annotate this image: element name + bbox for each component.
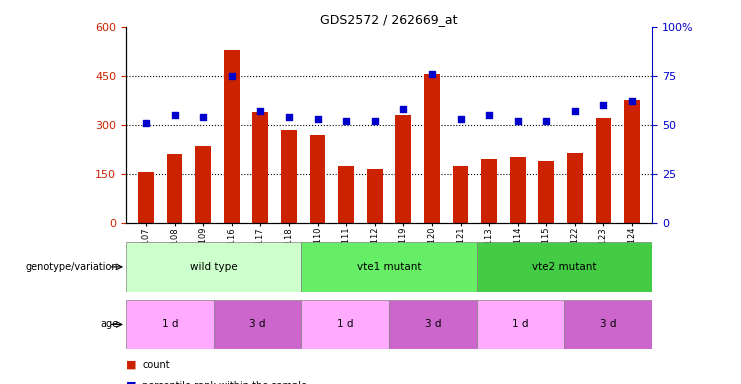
Bar: [596, 118, 611, 223]
Bar: [126, 300, 213, 349]
Text: vte2 mutant: vte2 mutant: [532, 262, 597, 272]
Bar: [476, 242, 652, 292]
Text: 3 d: 3 d: [249, 319, 266, 329]
Text: 3 d: 3 d: [600, 319, 617, 329]
Bar: [565, 300, 652, 349]
Point: [226, 73, 238, 79]
Text: vte1 mutant: vte1 mutant: [356, 262, 422, 272]
Bar: [138, 172, 154, 223]
Bar: [367, 169, 382, 223]
Point: [140, 120, 152, 126]
Bar: [624, 100, 640, 223]
Bar: [396, 115, 411, 223]
Point: [626, 98, 638, 104]
Text: 1 d: 1 d: [162, 319, 178, 329]
Point: [512, 118, 524, 124]
Bar: [510, 157, 525, 223]
Point: [197, 114, 209, 120]
Point: [312, 116, 324, 122]
Bar: [453, 166, 468, 223]
Point: [254, 108, 266, 114]
Bar: [310, 135, 325, 223]
Bar: [253, 112, 268, 223]
Bar: [281, 130, 297, 223]
Bar: [196, 146, 211, 223]
Bar: [481, 159, 497, 223]
Bar: [567, 152, 582, 223]
Point: [454, 116, 466, 122]
Bar: [126, 242, 302, 292]
Text: percentile rank within the sample: percentile rank within the sample: [142, 381, 308, 384]
Point: [369, 118, 381, 124]
Point: [397, 106, 409, 112]
Bar: [224, 50, 239, 223]
Point: [540, 118, 552, 124]
Text: ■: ■: [126, 360, 136, 370]
Point: [283, 114, 295, 120]
Bar: [539, 161, 554, 223]
Bar: [167, 154, 182, 223]
Bar: [302, 300, 389, 349]
Bar: [302, 242, 476, 292]
Text: 1 d: 1 d: [512, 319, 529, 329]
Bar: [389, 300, 476, 349]
Text: 3 d: 3 d: [425, 319, 441, 329]
Point: [426, 71, 438, 77]
Text: 1 d: 1 d: [337, 319, 353, 329]
Title: GDS2572 / 262669_at: GDS2572 / 262669_at: [320, 13, 458, 26]
Point: [483, 112, 495, 118]
Point: [169, 112, 181, 118]
Text: wild type: wild type: [190, 262, 237, 272]
Bar: [424, 74, 439, 223]
Point: [569, 108, 581, 114]
Text: age: age: [101, 319, 119, 329]
Point: [340, 118, 352, 124]
Bar: [476, 300, 565, 349]
Bar: [213, 300, 302, 349]
Text: ■: ■: [126, 381, 136, 384]
Bar: [339, 166, 354, 223]
Text: genotype/variation: genotype/variation: [26, 262, 119, 272]
Point: [597, 102, 609, 108]
Text: count: count: [142, 360, 170, 370]
